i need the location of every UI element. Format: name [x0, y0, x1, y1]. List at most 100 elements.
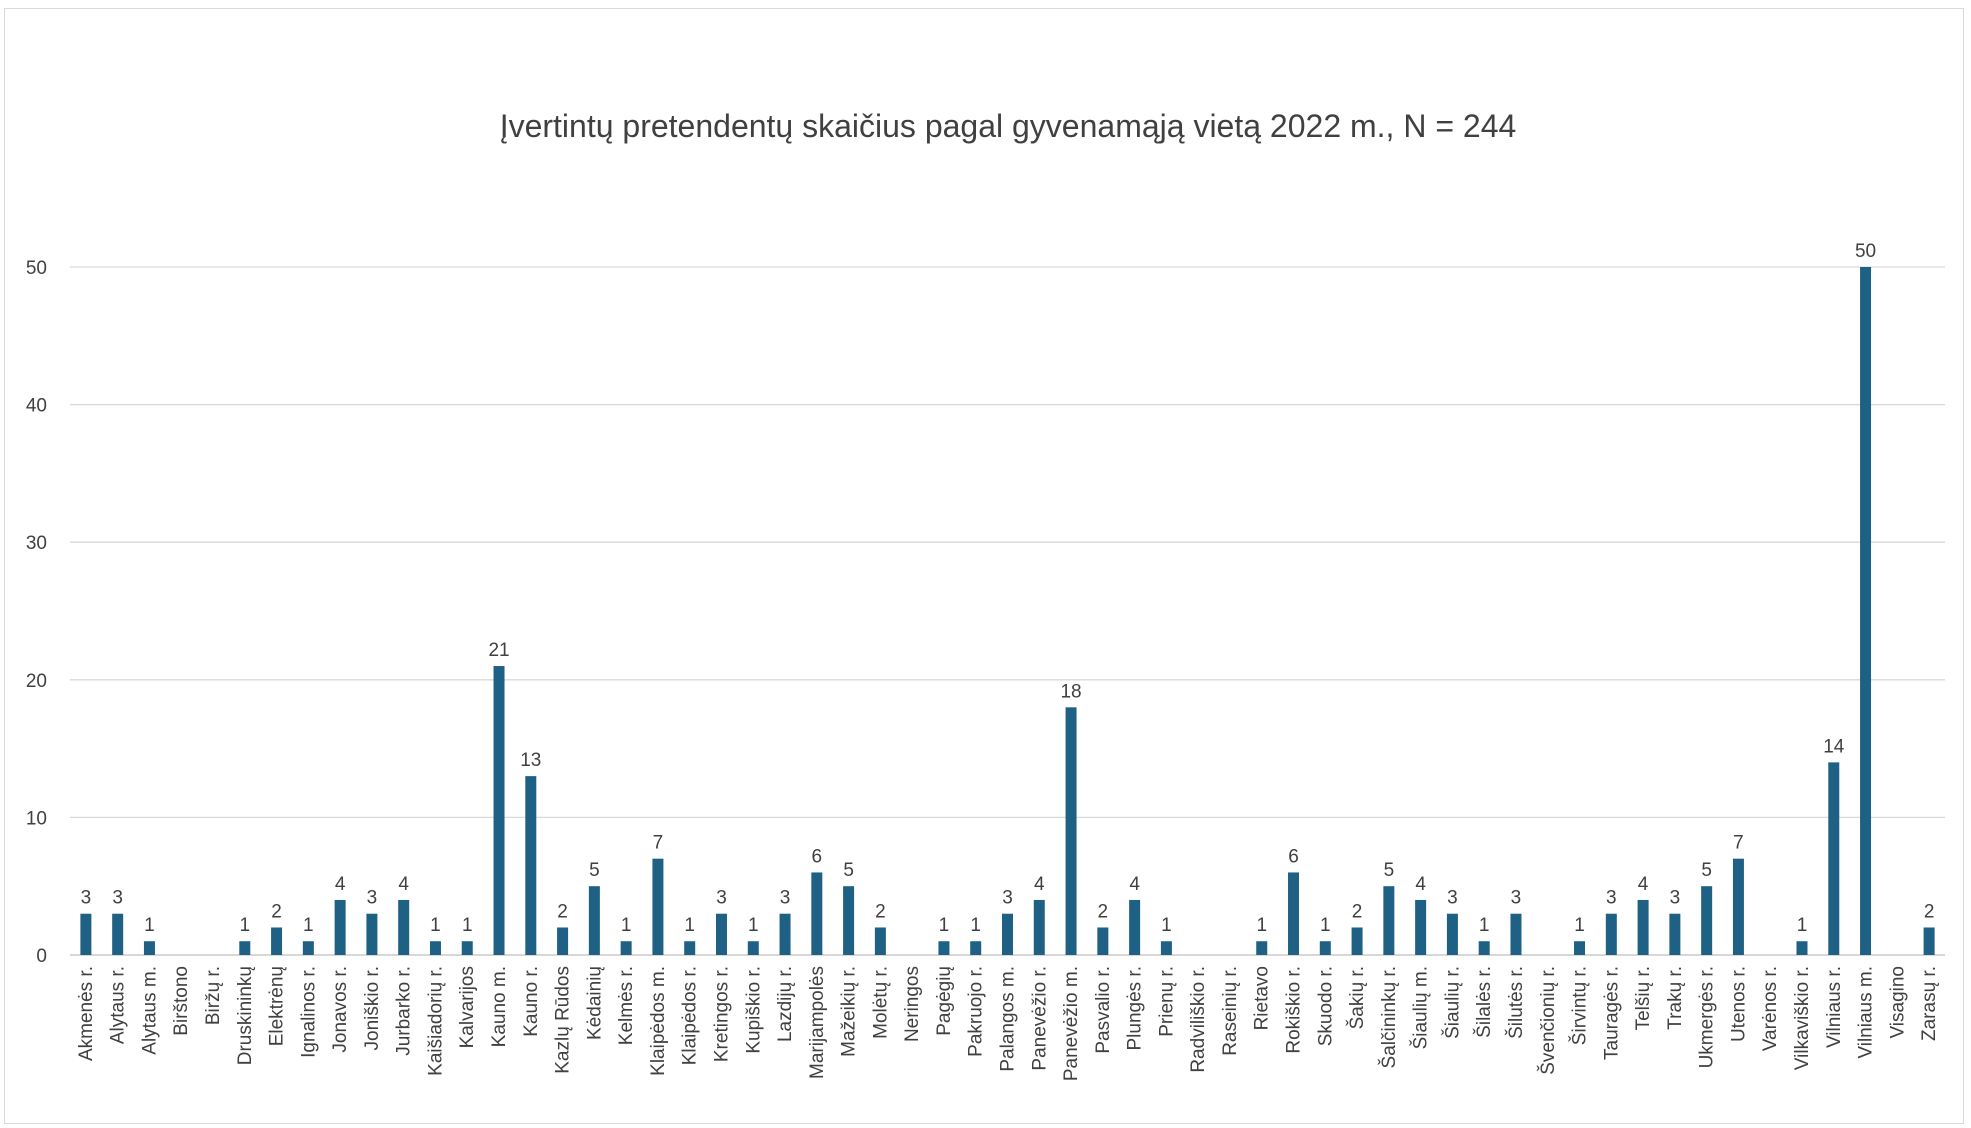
x-tick-label: Kauno r. [521, 966, 542, 1037]
bar [239, 941, 251, 955]
data-label: 14 [1823, 736, 1845, 757]
bar [143, 941, 155, 955]
bar [1129, 899, 1141, 955]
x-tick-label: Palangos m. [998, 966, 1019, 1072]
chart-area [4, 8, 1964, 1124]
x-tick-label: Tauragės r. [1601, 966, 1622, 1060]
data-label: 3 [112, 888, 123, 909]
data-label: 7 [1733, 833, 1744, 854]
bar [302, 941, 314, 955]
x-tick-label: Rietavo [1252, 966, 1273, 1030]
data-label: 1 [970, 915, 981, 936]
bar [652, 858, 664, 955]
x-tick-label: Panevėžio m. [1061, 966, 1082, 1081]
data-label: 7 [653, 833, 664, 854]
bar [1160, 941, 1172, 955]
x-tick-label: Kelmės r. [616, 966, 637, 1045]
data-label: 1 [939, 915, 950, 936]
data-label: 4 [1415, 874, 1426, 895]
chart-title: Įvertintų pretendentų skaičius pagal gyv… [500, 108, 1517, 144]
x-tick-label: Raseinių r. [1220, 966, 1241, 1056]
data-label: 2 [1924, 901, 1935, 922]
data-label: 1 [1320, 915, 1331, 936]
x-tick-label: Šilalės r. [1473, 966, 1495, 1038]
bar [1065, 707, 1077, 955]
bar [588, 886, 600, 955]
bar [112, 913, 124, 955]
data-label: 18 [1060, 681, 1081, 702]
x-tick-label: Skuodo r. [1315, 966, 1336, 1046]
bar [843, 886, 855, 955]
bar [1732, 858, 1744, 955]
y-tick-label: 0 [36, 946, 47, 967]
bars [80, 267, 1935, 955]
data-label: 1 [1479, 915, 1490, 936]
data-label: 1 [684, 915, 695, 936]
data-label: 3 [1002, 888, 1013, 909]
bar [1574, 941, 1586, 955]
y-tick-label: 20 [26, 671, 47, 692]
bar [557, 927, 569, 955]
x-tick-label: Vilkaviškio r. [1792, 966, 1813, 1070]
x-tick-label: Šiaulių m. [1410, 966, 1432, 1049]
bar [80, 913, 92, 955]
data-label: 4 [1129, 874, 1140, 895]
x-tick-label: Kupiškio r. [743, 966, 764, 1054]
x-tick-label: Kėdainių [584, 966, 605, 1040]
x-tick-label: Šilutės r. [1505, 966, 1527, 1039]
x-tick-label: Kaišiadorių r. [425, 966, 446, 1076]
data-label: 2 [557, 901, 568, 922]
bar [1923, 927, 1935, 955]
x-tick-label: Biržų r. [203, 966, 224, 1025]
data-label: 1 [430, 915, 441, 936]
bar [366, 913, 378, 955]
bar [1446, 913, 1458, 955]
bar [1669, 913, 1681, 955]
bar [429, 941, 441, 955]
x-tick-label: Druskininkų [235, 966, 256, 1065]
x-tick-label: Ukmergės r. [1697, 966, 1718, 1068]
x-tick-label: Akmenės r. [76, 966, 97, 1061]
data-label: 1 [239, 915, 250, 936]
bar [1383, 886, 1395, 955]
x-tick-label: Jonavos r. [330, 966, 351, 1053]
x-axis-ticks: Akmenės r. Alytaus r. Alytaus m. Birštono Bi… [76, 966, 1940, 1081]
x-tick-label: Molėtų r. [870, 966, 891, 1039]
bar [1288, 872, 1300, 955]
x-tick-label: Švenčionių r. [1537, 966, 1559, 1075]
bar [461, 941, 473, 955]
x-tick-label: Prienų r. [1156, 966, 1177, 1037]
data-label: 3 [367, 888, 378, 909]
data-label: 3 [1447, 888, 1458, 909]
data-label: 3 [716, 888, 727, 909]
bar [779, 913, 791, 955]
x-tick-label: Šalčininkų r. [1378, 966, 1400, 1068]
x-tick-label: Lazdijų r. [775, 966, 796, 1042]
bar [271, 927, 283, 955]
data-label: 13 [520, 750, 541, 771]
data-label: 3 [1511, 888, 1522, 909]
data-label: 6 [1288, 846, 1299, 867]
bar [1415, 899, 1427, 955]
x-tick-label: Alytaus r. [108, 966, 129, 1044]
bar [1351, 927, 1363, 955]
bar [874, 927, 886, 955]
y-tick-label: 50 [26, 258, 47, 279]
x-tick-label: Mažeikių r. [839, 966, 860, 1057]
data-label: 1 [621, 915, 632, 936]
x-tick-label: Jurbarko r. [394, 966, 415, 1056]
x-tick-label: Vilniaus m. [1856, 966, 1877, 1059]
bar [684, 941, 696, 955]
data-label: 5 [843, 860, 854, 881]
data-label: 4 [1034, 874, 1045, 895]
data-label: 1 [748, 915, 759, 936]
x-tick-label: Kalvarijos [457, 966, 478, 1048]
data-label: 1 [1256, 915, 1267, 936]
bar [1637, 899, 1649, 955]
x-tick-label: Zarasų r. [1919, 966, 1940, 1041]
x-tick-label: Radviliškio r. [1188, 966, 1209, 1073]
x-tick-label: Kazlų Rūdos [553, 966, 574, 1074]
x-tick-label: Joniškio r. [362, 966, 383, 1050]
x-tick-label: Panevėžio r. [1029, 966, 1050, 1071]
